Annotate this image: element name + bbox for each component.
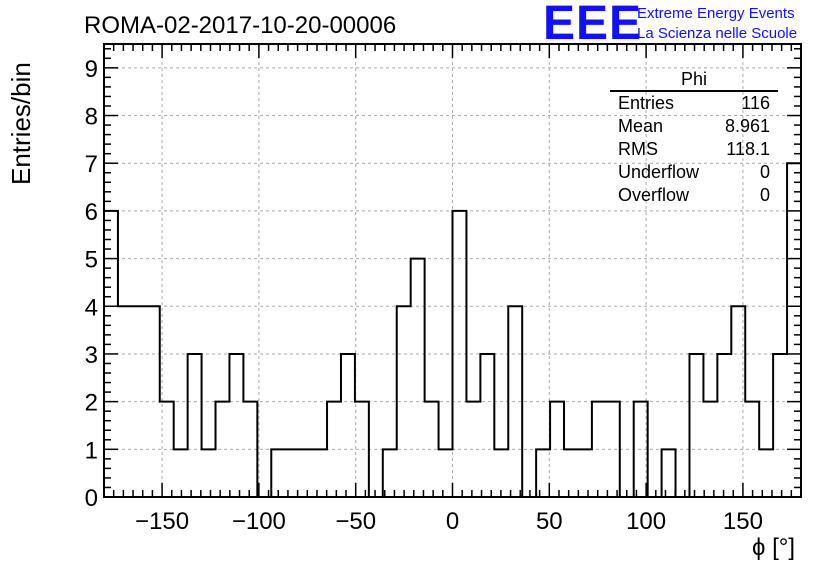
histogram-bin (132, 306, 146, 497)
stats-row: Mean 8.961 (610, 115, 778, 138)
stats-box: Phi Entries 116 Mean 8.961 RMS 118.1 Und… (610, 68, 778, 207)
histogram-bin (759, 449, 773, 497)
histogram-bin (787, 163, 801, 497)
x-tick-label: 0 (446, 508, 459, 535)
histogram-bin (383, 449, 397, 497)
histogram-bin (480, 354, 494, 497)
histogram-bin (229, 354, 243, 497)
y-tick-label: 7 (85, 151, 98, 178)
histogram-line (103, 162, 802, 498)
eee-logo: EEE (543, 0, 643, 50)
y-tick-label: 1 (85, 437, 98, 464)
y-tick-label: 9 (85, 56, 98, 83)
y-tick-label: 6 (85, 199, 98, 226)
y-tick-label: 5 (85, 247, 98, 274)
stats-value: 118.1 (726, 139, 770, 159)
histogram-bin (188, 354, 202, 497)
histogram-bin (202, 449, 216, 497)
histogram-bin (773, 354, 787, 497)
stats-label: Overflow (618, 185, 690, 205)
stats-value: 116 (741, 93, 770, 113)
histogram-bin (662, 449, 676, 497)
y-tick-label: 3 (85, 342, 98, 369)
stats-label: Underflow (618, 162, 700, 182)
stats-row: Entries 116 (610, 92, 778, 115)
histogram-bin (271, 449, 285, 497)
histogram-bin (411, 259, 425, 497)
histogram-bin (341, 354, 355, 497)
y-tick-label: 0 (85, 485, 98, 512)
histogram-bin (216, 402, 230, 497)
histogram-bin (689, 354, 703, 497)
histogram-step-line (103, 162, 802, 498)
y-tick-label: 8 (85, 104, 98, 131)
logo-line-1: Extreme Energy Events (637, 5, 795, 22)
x-tick-label: 100 (626, 508, 666, 535)
histogram-bin (299, 449, 313, 497)
histogram-bin (439, 449, 453, 497)
tick-marks (104, 44, 801, 498)
histogram-bin (536, 449, 550, 497)
stats-label: RMS (618, 139, 658, 159)
stats-row: RMS 118.1 (610, 138, 778, 161)
stats-row: Overflow 0 (610, 184, 778, 207)
x-tick-label: −150 (135, 508, 189, 535)
logo-line-2: La Scienza nelle Scuole (637, 25, 798, 42)
stats-label: Mean (618, 116, 664, 136)
histogram-bin (494, 449, 508, 497)
stats-value: 0 (759, 185, 770, 205)
histogram-bin (564, 449, 578, 497)
stats-label: Entries (618, 93, 675, 113)
stats-title: Phi (610, 68, 778, 92)
histogram-bin (578, 449, 592, 497)
x-tick-label: 150 (723, 508, 763, 535)
stats-value: 8.961 (724, 116, 770, 136)
histogram-bin (285, 449, 299, 497)
histogram-bin (717, 354, 731, 497)
y-tick-label: 4 (85, 294, 98, 321)
stats-value: 0 (759, 162, 770, 182)
logo-caption: Extreme Energy Events La Scienza nelle S… (637, 4, 797, 44)
x-axis-label: ϕ [°] (752, 534, 796, 561)
x-tick-label: −100 (232, 508, 286, 535)
histogram-bin (313, 449, 327, 497)
tick-labels: −150 −100 −50 0 50 100 150 0 1 2 3 4 5 6 7 8 9 (85, 56, 763, 535)
histogram-bin (174, 449, 188, 497)
x-tick-label: 50 (536, 508, 563, 535)
histogram-bin (606, 402, 620, 497)
y-axis-label: Entries/bin (6, 62, 36, 185)
chart-title: ROMA-02-2017-10-20-00006 (84, 12, 397, 39)
x-tick-label: −50 (335, 508, 376, 535)
stats-row: Underflow 0 (610, 161, 778, 184)
y-tick-label: 2 (85, 390, 98, 417)
